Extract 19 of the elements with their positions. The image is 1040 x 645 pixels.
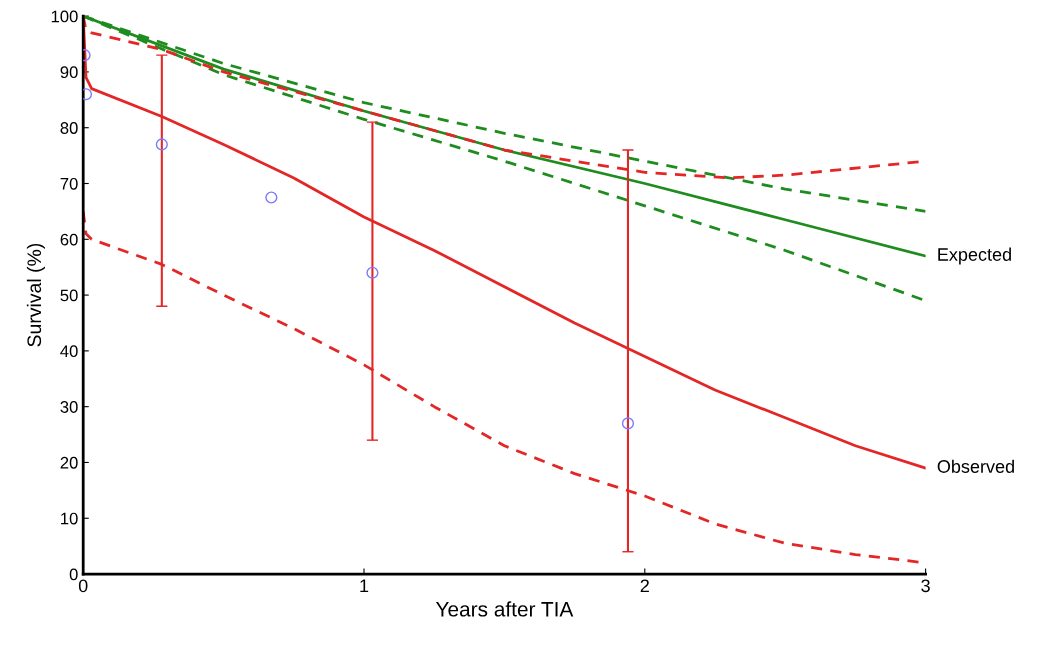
y-tick-label: 70 (60, 177, 78, 190)
series-label: Expected (938, 247, 1011, 265)
y-tick-label: 100 (51, 10, 78, 23)
y-tick-label: 0 (69, 568, 78, 581)
x-axis-title: Years after TIA (435, 601, 574, 617)
y-tick-label: 30 (60, 401, 78, 413)
y-tick-label: 50 (60, 289, 78, 302)
series-label: Observed (937, 459, 1014, 473)
x-tick-label: 2 (640, 579, 649, 592)
y-tick-label: 80 (60, 122, 78, 134)
x-tick-label: 0 (78, 579, 88, 593)
y-axis-title: Survival (%) (26, 243, 45, 347)
x-tick-label: 3 (921, 579, 930, 593)
y-tick-label: 60 (60, 233, 78, 246)
x-tick-label: 1 (360, 579, 369, 592)
y-tick-label: 20 (60, 456, 78, 469)
y-tick-label: 40 (60, 345, 78, 358)
y-tick-label: 10 (61, 512, 78, 525)
y-tick-label: 90 (60, 66, 78, 79)
